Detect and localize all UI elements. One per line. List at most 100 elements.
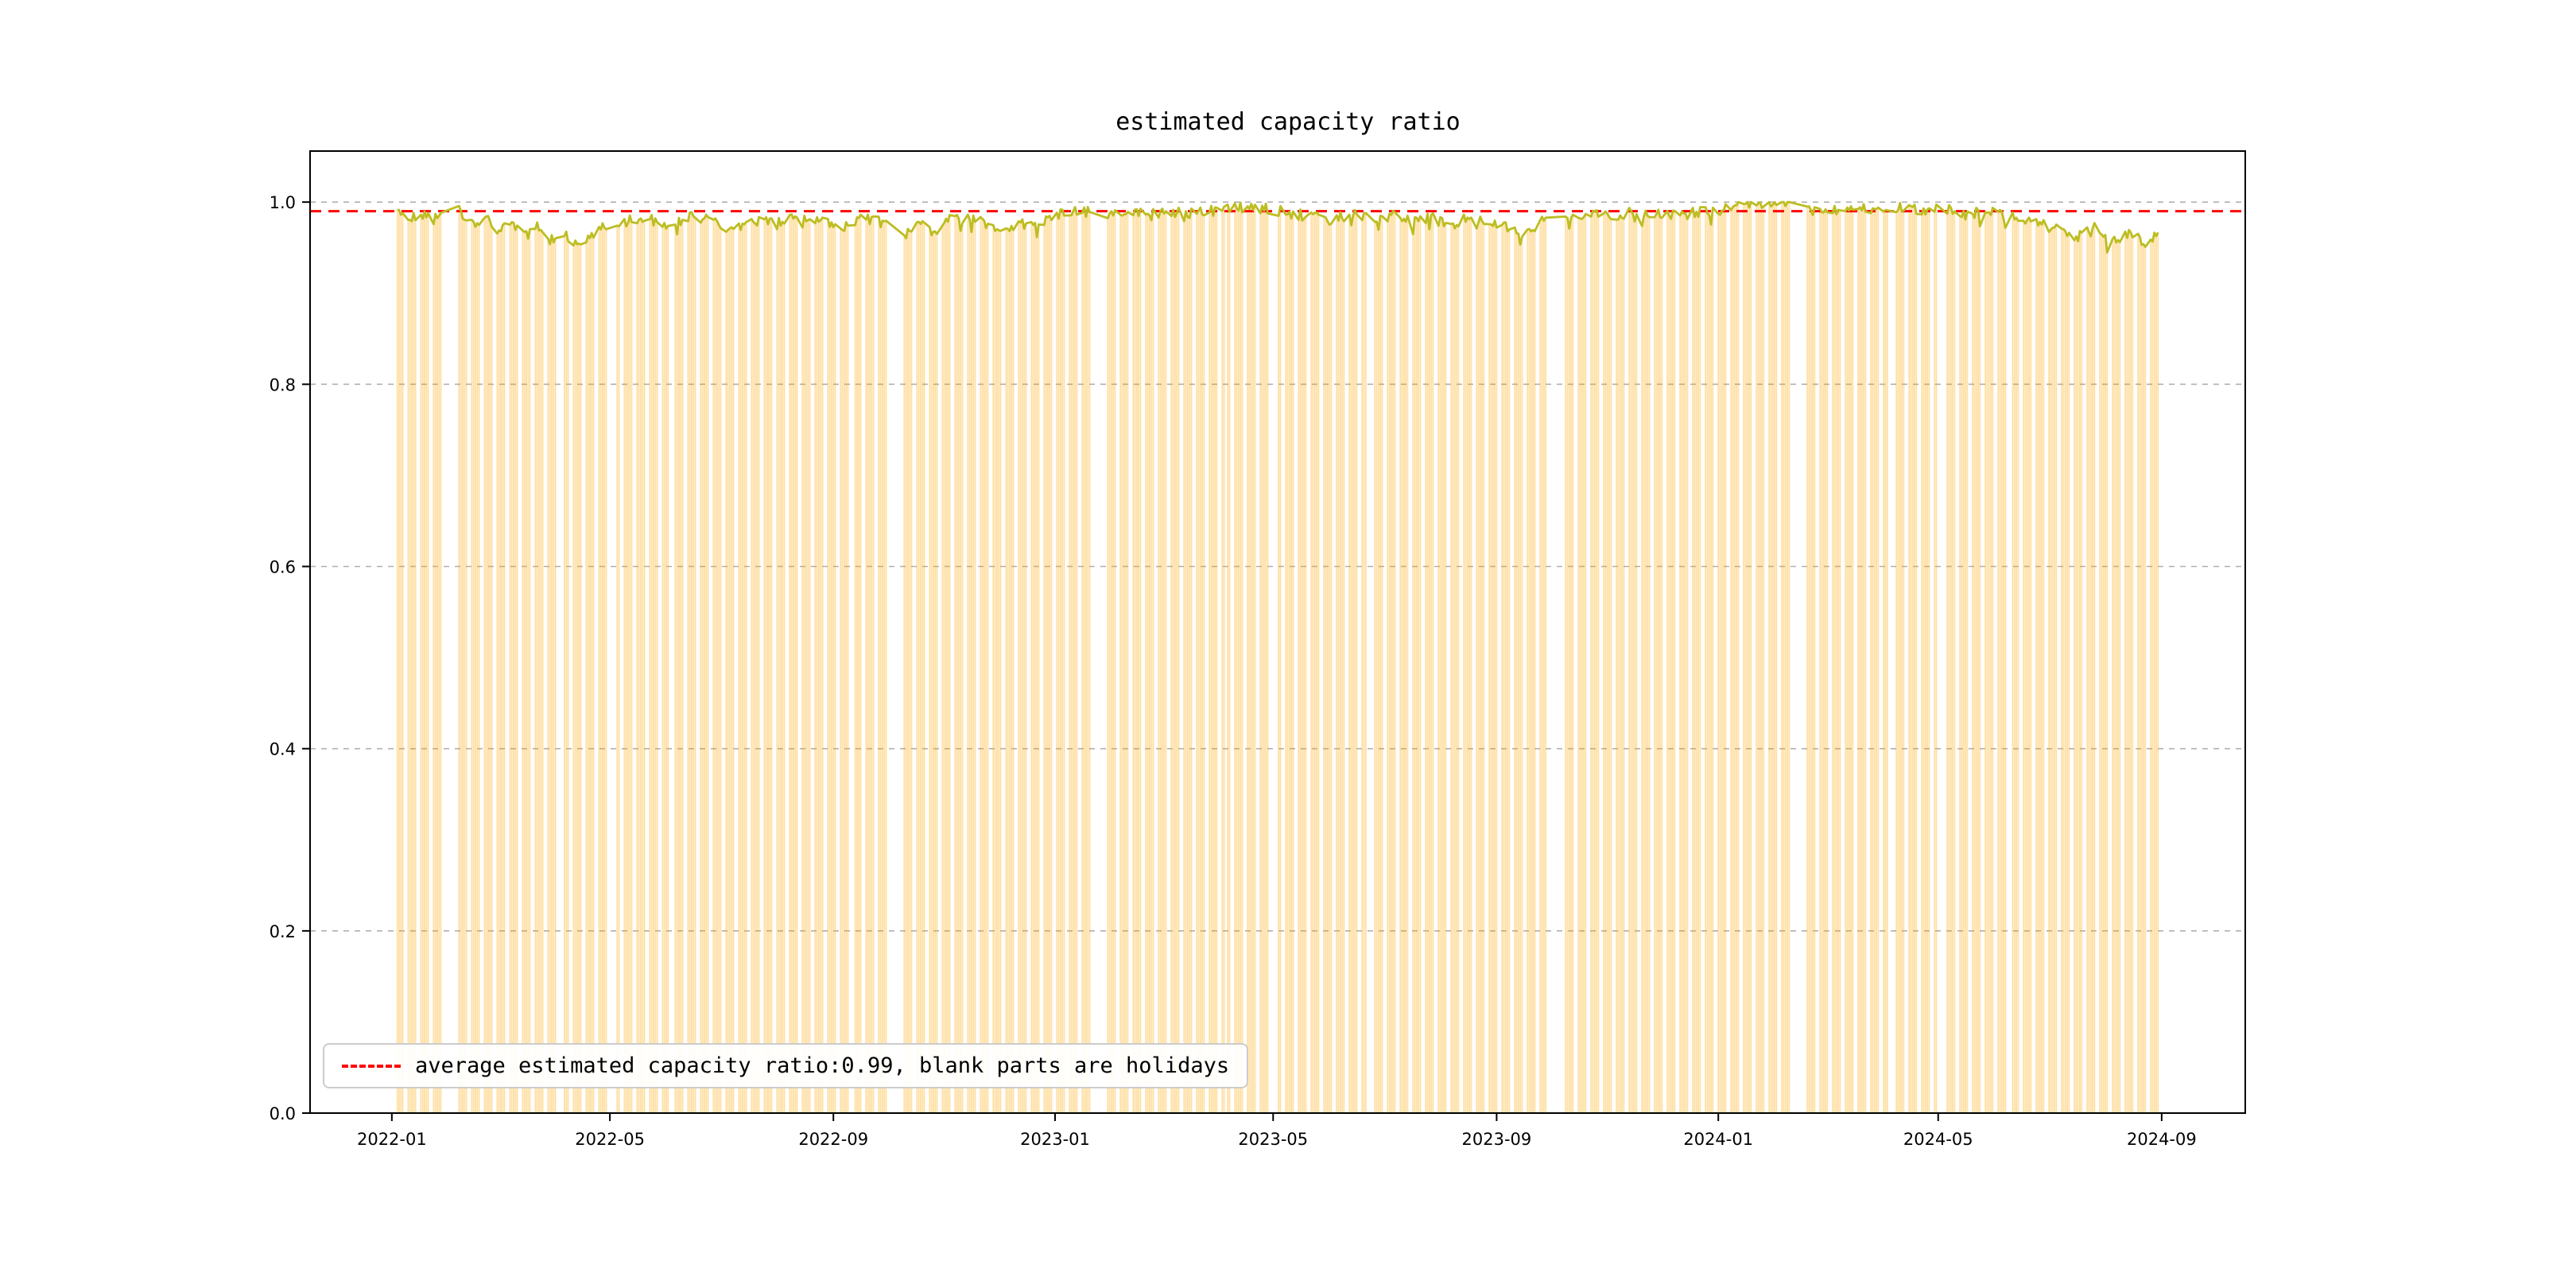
daily-bar [681,219,684,1114]
daily-bar [919,223,921,1114]
daily-bar [1655,214,1658,1113]
daily-bar [916,222,918,1114]
daily-bar [828,227,831,1114]
daily-bar [1045,216,1047,1114]
daily-bar [778,218,780,1113]
daily-bar [1528,229,1530,1113]
daily-bar [640,218,642,1113]
daily-bar [1934,211,1936,1113]
daily-bar [1926,209,1928,1114]
daily-bar [1452,223,1454,1114]
daily-bar [1814,207,1816,1114]
daily-bar [1150,219,1153,1114]
daily-bar [1928,208,1930,1113]
daily-bar [1237,210,1240,1113]
daily-bar [1877,208,1880,1113]
daily-bar [1733,205,1736,1113]
daily-bar [2043,219,2045,1113]
daily-bar [918,221,920,1113]
daily-bar [1481,221,1484,1113]
daily-bar [514,230,517,1113]
daily-bar [1414,217,1416,1113]
daily-bar [1412,234,1414,1113]
daily-bar [1597,216,1600,1113]
y-tick-label: 0.4 [270,740,296,759]
daily-bar [1301,220,1303,1113]
daily-bar [440,212,442,1113]
y-tick-label: 0.2 [270,922,296,941]
daily-bar [1496,227,1498,1114]
daily-bar [1539,219,1542,1113]
daily-bar [1337,220,1340,1114]
daily-bar [1787,202,1789,1113]
daily-bar [1190,208,1193,1113]
daily-bar [1972,213,1974,1113]
daily-bar [1057,219,1060,1113]
daily-bar [1990,215,1992,1114]
daily-bar [999,231,1002,1114]
daily-bar [1223,207,1225,1113]
daily-bar [1603,213,1605,1113]
daily-bar [968,219,971,1114]
daily-bar [1221,211,1224,1113]
daily-bar [1343,221,1345,1113]
daily-bar [1439,217,1441,1113]
daily-bar [1901,211,1903,1113]
daily-bar [739,230,742,1113]
daily-bar [1821,211,1823,1114]
daily-bar [1962,211,1965,1113]
daily-bar [961,223,964,1113]
daily-bar [1286,214,1289,1113]
daily-bar [1463,214,1465,1113]
daily-bar [567,241,569,1113]
daily-bar [1305,216,1307,1113]
daily-bar [1565,216,1567,1113]
daily-bar [1418,221,1420,1114]
daily-bar [1914,204,1915,1113]
daily-bar [1208,212,1211,1113]
daily-bar [1339,211,1341,1114]
daily-bar [1545,217,1547,1113]
daily-bar [2030,221,2032,1114]
daily-bar [1441,218,1443,1114]
daily-bar [623,219,626,1113]
daily-bar [1450,223,1453,1113]
daily-bar [1736,205,1738,1114]
daily-bar [883,221,886,1113]
daily-bar [674,224,677,1113]
daily-bar [1860,210,1863,1114]
daily-bar [1515,233,1518,1113]
daily-bar [769,218,771,1113]
daily-bar [1203,215,1205,1113]
daily-bar [943,223,945,1113]
daily-bar [1240,202,1242,1114]
daily-bar [1021,219,1023,1113]
daily-bar [1666,211,1669,1114]
x-tick-label: 2024-01 [1683,1130,1753,1149]
daily-bar [854,225,856,1113]
daily-bar [1453,228,1456,1114]
x-tick-label: 2024-09 [2127,1130,2197,1149]
daily-bar [827,219,829,1113]
daily-bar [400,215,402,1113]
daily-bar [1479,216,1481,1114]
daily-bar [994,231,996,1114]
daily-bar [491,227,493,1113]
daily-bar [509,224,511,1113]
daily-bar [1070,215,1073,1113]
daily-bar [1107,218,1109,1114]
daily-bar [2039,222,2041,1113]
daily-bar [766,223,769,1114]
daily-bar [1476,228,1478,1113]
daily-bar [980,216,982,1114]
daily-bar [2062,229,2065,1114]
daily-bar [732,229,735,1113]
daily-bar [2079,231,2081,1114]
daily-bar [2061,228,2063,1114]
daily-bar [1138,215,1140,1114]
daily-bar [1494,220,1496,1113]
daily-bar [1074,207,1077,1114]
daily-bar [1585,214,1587,1113]
daily-bar [1697,216,1700,1113]
